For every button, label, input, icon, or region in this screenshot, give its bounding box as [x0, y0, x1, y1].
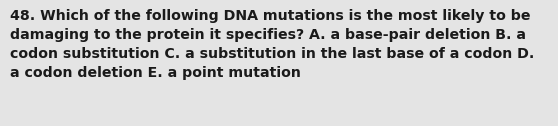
Text: 48. Which of the following DNA mutations is the most likely to be
damaging to th: 48. Which of the following DNA mutations…: [10, 9, 535, 80]
